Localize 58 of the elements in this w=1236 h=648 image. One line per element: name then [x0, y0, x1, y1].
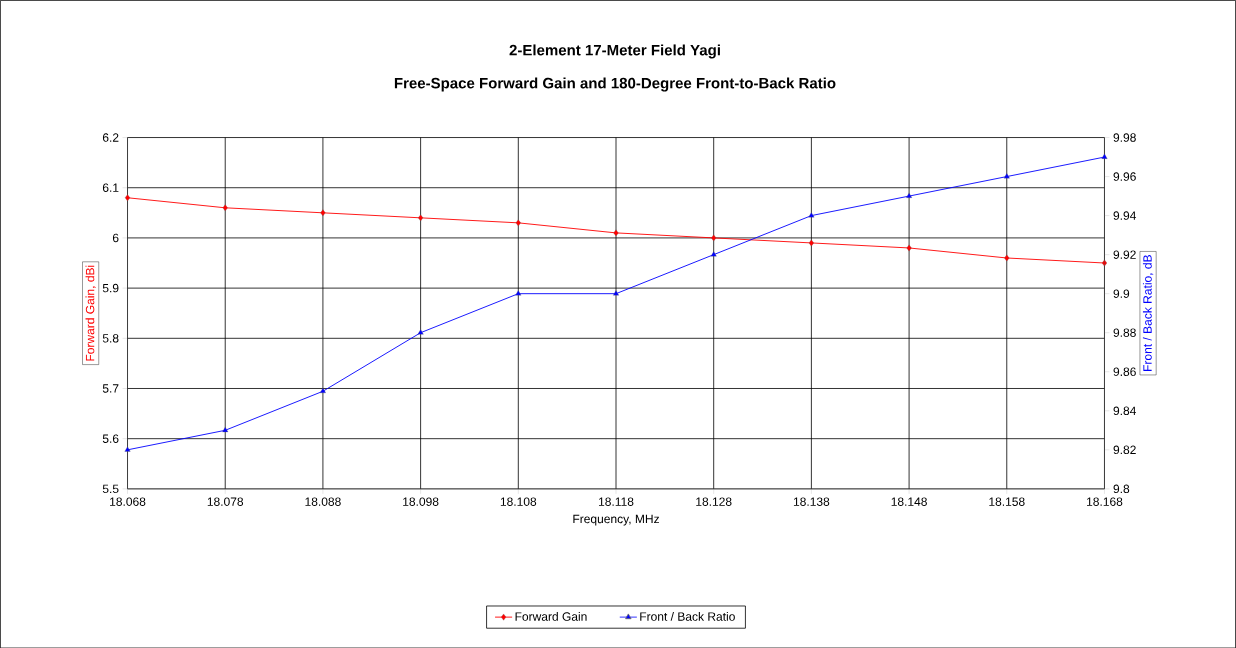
x-tick-label: 18.108: [500, 497, 537, 506]
x-tick-label: 18.158: [989, 497, 1025, 506]
point: [222, 204, 228, 211]
y-tick-label: 5.9: [102, 283, 119, 293]
point: [808, 239, 814, 247]
x-tick-label: 18.168: [1087, 497, 1123, 506]
y2-tick-label: 9.94: [1113, 211, 1137, 220]
legend-label: Forward Gain: [515, 611, 587, 621]
point: [1101, 153, 1108, 159]
point: [319, 387, 326, 393]
point: [710, 251, 717, 257]
x-tick-label: 18.118: [598, 497, 634, 506]
x-tick-label: 18.148: [891, 497, 927, 506]
y2-tick-label: 9.9: [1113, 289, 1130, 298]
point: [418, 214, 424, 221]
y2-tick-label: 9.96: [1113, 172, 1136, 181]
y-tick-label: 6.1: [102, 183, 119, 192]
point: [808, 212, 815, 218]
point: [124, 194, 131, 201]
point: [417, 329, 424, 335]
y2-tick-label: 9.82: [1113, 445, 1136, 454]
y2-tick-label: 9.84: [1113, 406, 1137, 415]
x-tick-label: 18.088: [305, 497, 341, 506]
y-tick-label: 6: [112, 233, 119, 242]
point: [515, 219, 521, 227]
point: [711, 234, 717, 242]
x-tick-label: 18.078: [207, 497, 244, 506]
point: [515, 290, 522, 296]
x-axis-title: Frequency, MHz: [573, 514, 659, 526]
y2-tick-label: 9.8: [1113, 484, 1130, 493]
point: [320, 209, 326, 216]
y2-tick-label: 9.98: [1113, 133, 1136, 142]
point: [906, 192, 913, 198]
point: [1101, 259, 1108, 267]
y-tick-label: 5.6: [102, 434, 119, 443]
point: [1004, 254, 1010, 262]
y2-tick-label: 9.86: [1113, 367, 1136, 376]
y-axis-title: Forward Gain, dBi: [85, 265, 96, 361]
y-tick-label: 6.2: [102, 133, 119, 142]
chart-subtitle: Free-Space Forward Gain and 180-Degree Front-to-Back Ratio: [394, 77, 836, 92]
x-tick-label: 18.068: [110, 497, 146, 506]
point: [124, 446, 131, 452]
y-tick-label: 5.8: [102, 333, 119, 343]
point: [906, 244, 912, 252]
chart-title: 2-Element 17-Meter Field Yagi: [509, 44, 720, 59]
x-tick-label: 18.138: [793, 497, 830, 506]
y2-axis-title: Front / Back Ratio, dB: [1142, 254, 1154, 371]
point: [613, 229, 619, 237]
x-tick-label: 18.128: [696, 497, 732, 506]
point: [613, 290, 619, 296]
y-tick-label: 5.5: [102, 484, 119, 493]
legend-label: Front / Back Ratio: [640, 611, 735, 621]
x-tick-label: 18.098: [403, 497, 439, 506]
y-tick-label: 5.7: [102, 384, 119, 393]
y2-tick-label: 9.92: [1113, 250, 1136, 259]
point: [1003, 173, 1010, 179]
y2-tick-label: 9.88: [1113, 328, 1136, 337]
point: [222, 426, 229, 432]
